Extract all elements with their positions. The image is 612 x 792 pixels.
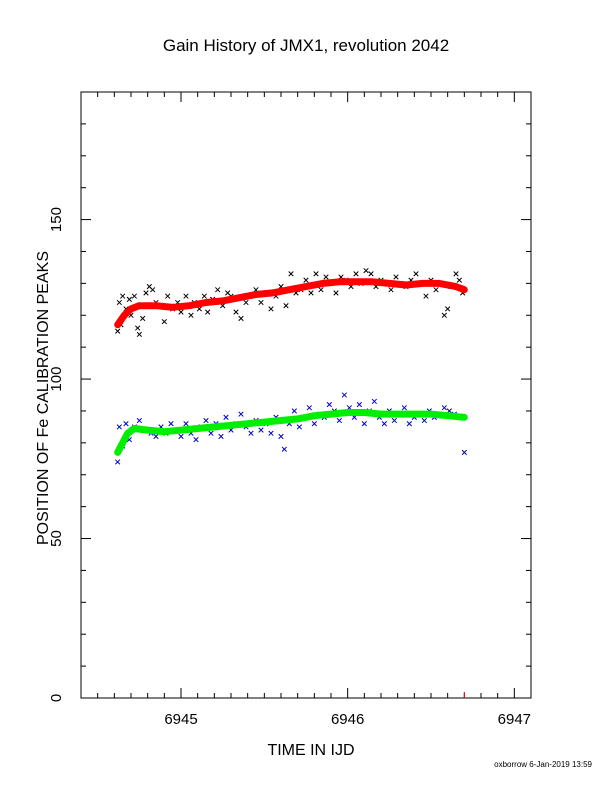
- chart-title: Gain History of JMX1, revolution 2042: [162, 36, 450, 55]
- data-point-0: [136, 331, 142, 338]
- data-point-0: [116, 299, 122, 306]
- data-point-1: [248, 430, 254, 436]
- data-point-1: [381, 421, 387, 427]
- data-point-1: [296, 424, 302, 430]
- data-point-0: [126, 296, 132, 302]
- data-point-0: [115, 328, 121, 334]
- data-point-1: [238, 411, 244, 417]
- plot-frame: [80, 91, 532, 699]
- data-point-0: [135, 325, 141, 331]
- data-point-0: [445, 306, 451, 312]
- data-point-0: [233, 309, 239, 315]
- data-point-0: [456, 277, 462, 283]
- data-point-1: [391, 417, 397, 424]
- data-point-1: [115, 459, 121, 465]
- data-point-1: [153, 433, 159, 440]
- data-point-0: [441, 312, 447, 318]
- data-point-1: [291, 408, 297, 414]
- data-point-0: [258, 299, 264, 306]
- y-axis-title: POSITION OF Fe CALIBRATION PEAKS: [35, 251, 52, 545]
- data-point-0: [165, 293, 171, 299]
- y-tick-label: 100: [48, 367, 65, 392]
- data-point-1: [258, 427, 264, 433]
- data-point-1: [421, 417, 427, 424]
- data-point-0: [215, 287, 221, 293]
- data-point-1: [356, 401, 362, 408]
- data-point-0: [333, 290, 339, 296]
- y-tick-label: 150: [48, 207, 65, 232]
- data-point-1: [441, 405, 447, 411]
- data-point-0: [178, 309, 184, 315]
- y-tick-label: 0: [48, 694, 65, 702]
- data-point-1: [178, 433, 184, 440]
- data-point-0: [323, 274, 329, 280]
- data-point-1: [218, 433, 224, 440]
- data-point-1: [306, 405, 312, 411]
- data-point-0: [308, 290, 314, 296]
- data-point-1: [123, 421, 129, 427]
- data-point-1: [281, 446, 287, 452]
- data-point-0: [423, 293, 429, 299]
- data-point-1: [401, 405, 407, 411]
- data-point-0: [368, 271, 374, 277]
- data-point-0: [201, 293, 207, 299]
- fit-line-3: [114, 409, 468, 456]
- data-point-1: [326, 401, 332, 408]
- x-tick-label: 6947: [498, 711, 531, 728]
- data-point-0: [413, 271, 419, 277]
- data-point-1: [371, 398, 377, 405]
- x-tick-label: 6946: [331, 711, 364, 728]
- data-point-0: [363, 267, 369, 274]
- data-point-0: [313, 271, 319, 277]
- data-point-0: [388, 287, 394, 293]
- data-point-1: [183, 421, 189, 427]
- data-point-1: [311, 421, 317, 427]
- data-point-0: [161, 318, 167, 325]
- data-point-0: [140, 315, 146, 322]
- data-point-1: [168, 421, 174, 427]
- data-point-0: [353, 271, 359, 277]
- data-point-0: [183, 293, 189, 299]
- footer-credit: oxborrow 6-Jan-2019 13:59: [494, 760, 592, 769]
- data-point-1: [268, 430, 274, 436]
- data-point-1: [361, 421, 367, 427]
- data-point-0: [283, 303, 289, 309]
- fit-line-2: [114, 278, 468, 329]
- data-point-1: [406, 421, 412, 427]
- data-point-1: [136, 417, 142, 424]
- y-tick-label: 50: [48, 530, 65, 547]
- data-point-1: [193, 436, 199, 443]
- data-point-0: [188, 312, 194, 318]
- x-tick-label: 6945: [164, 711, 197, 728]
- data-point-1: [461, 449, 467, 456]
- data-point-0: [268, 306, 274, 312]
- data-point-1: [116, 424, 122, 430]
- data-point-0: [303, 277, 309, 283]
- data-point-0: [318, 287, 324, 293]
- data-point-0: [143, 290, 149, 296]
- data-point-1: [278, 433, 284, 440]
- data-point-0: [238, 315, 244, 322]
- data-point-0: [393, 274, 399, 280]
- data-point-1: [223, 414, 229, 420]
- data-point-1: [203, 417, 209, 424]
- data-point-0: [243, 299, 249, 306]
- data-point-1: [208, 430, 214, 436]
- data-point-0: [205, 309, 211, 315]
- data-point-0: [288, 271, 294, 277]
- data-point-1: [336, 417, 342, 424]
- data-point-0: [131, 293, 137, 299]
- data-point-0: [150, 287, 156, 293]
- x-axis-title: TIME IN IJD: [267, 742, 354, 759]
- data-point-0: [120, 293, 126, 299]
- data-point-0: [453, 271, 459, 277]
- data-point-0: [433, 287, 439, 293]
- data-point-1: [341, 392, 347, 398]
